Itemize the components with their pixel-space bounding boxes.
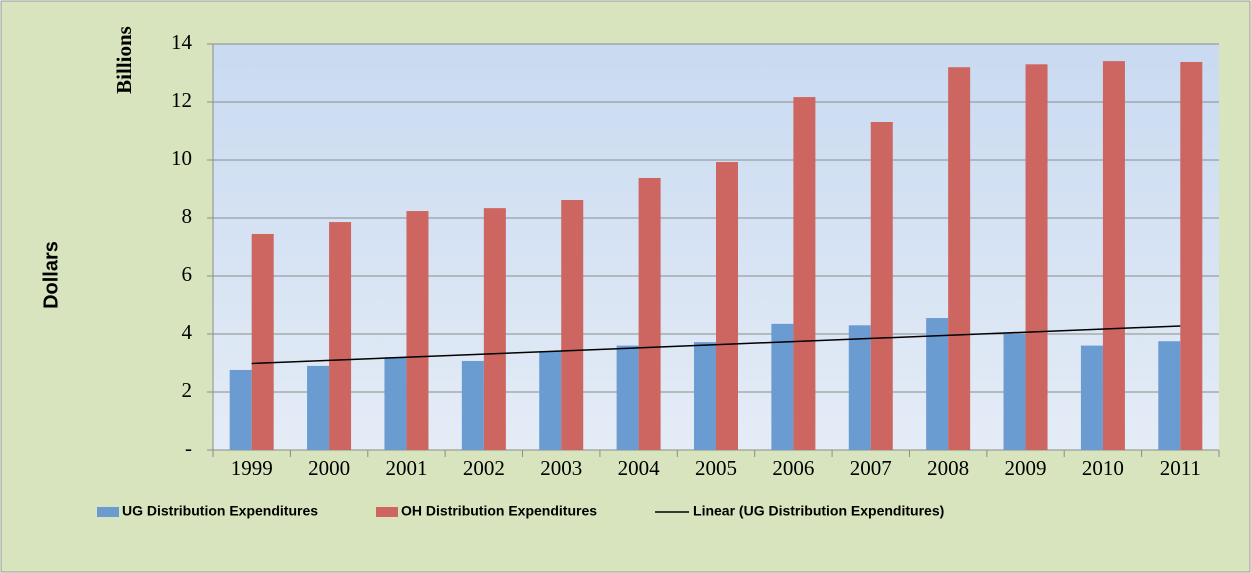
y-tick-label: 8: [182, 204, 193, 228]
bar: [229, 369, 252, 450]
bar: [1003, 334, 1026, 450]
x-tick-label: 2001: [385, 456, 427, 480]
y-tick-label: 2: [182, 378, 193, 402]
bar: [1180, 61, 1203, 450]
y-tick-label: 14: [171, 30, 193, 54]
bar: [307, 365, 330, 450]
bar: [1025, 64, 1048, 451]
bar: [1158, 341, 1181, 450]
bar: [638, 177, 661, 451]
bar: [539, 351, 562, 450]
bar: [483, 208, 506, 450]
bar: [461, 360, 484, 450]
y-tick-label: 10: [171, 146, 192, 170]
bar: [771, 323, 794, 450]
x-tick-label: 2006: [772, 456, 814, 480]
legend-swatch: [97, 507, 119, 517]
x-tick-label: 2007: [850, 456, 892, 480]
legend-label: UG Distribution Expenditures: [122, 503, 318, 519]
x-tick-label: 2009: [1005, 456, 1047, 480]
trendline: [251, 325, 1181, 365]
y-tick-label: 4: [182, 320, 193, 344]
legend-swatch: [376, 507, 399, 517]
y-tick-label: -: [185, 436, 192, 460]
bar: [926, 318, 949, 450]
x-tick-label: 2000: [308, 456, 350, 480]
bar: [406, 211, 429, 450]
bar: [561, 200, 584, 450]
y-tick-label: 12: [171, 88, 192, 112]
x-tick-label: 2005: [695, 456, 737, 480]
bar: [848, 325, 871, 450]
x-tick-label: 2010: [1082, 456, 1124, 480]
legend-label: OH Distribution Expenditures: [401, 503, 597, 519]
x-tick-label: 2002: [463, 456, 505, 480]
bar: [694, 342, 716, 450]
bar: [793, 97, 816, 450]
x-tick-label: 2011: [1160, 456, 1201, 480]
bar: [870, 122, 893, 450]
bar: [616, 345, 639, 450]
bar: [948, 67, 971, 450]
x-tick-label: 2008: [927, 456, 969, 480]
x-tick-label: 2004: [618, 456, 661, 480]
bar: [716, 162, 738, 450]
y-unit-label: Billions: [112, 26, 136, 94]
bar: [1102, 61, 1125, 451]
bar: [384, 357, 407, 450]
bar: [329, 222, 352, 450]
x-tick-label: 2003: [540, 456, 582, 480]
bar: [251, 233, 274, 450]
x-tick-label: 1999: [231, 456, 273, 480]
y-tick-label: 6: [182, 262, 193, 286]
bar: [1080, 345, 1103, 450]
legend-label: Linear (UG Distribution Expenditures): [693, 503, 944, 519]
y-axis-label: Dollars: [40, 241, 62, 309]
